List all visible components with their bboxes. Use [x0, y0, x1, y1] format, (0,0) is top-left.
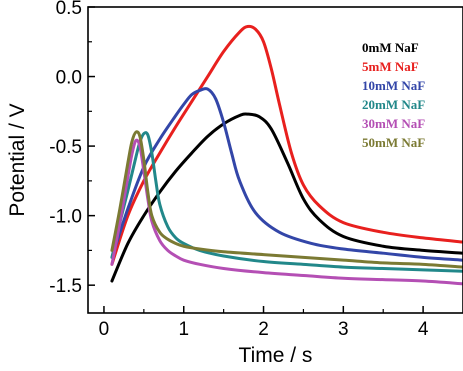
series-line-4	[110, 138, 463, 286]
y-tick-label: -1.0	[49, 207, 82, 228]
legend-entry: 30mM NaF	[362, 116, 425, 131]
x-tick-label: 0	[99, 319, 110, 340]
legend-entry: 5mM NaF	[362, 59, 419, 74]
legend-entry: 50mM NaF	[362, 135, 425, 150]
legend-entry: 0mM NaF	[362, 40, 419, 55]
y-tick-label: 0.5	[56, 0, 82, 19]
x-tick-label: 4	[418, 319, 429, 340]
legend-entry: 20mM NaF	[362, 97, 425, 112]
series-line-3	[110, 131, 463, 273]
series-line-1	[110, 24, 463, 266]
series-line-2	[110, 87, 463, 262]
y-tick-label: -0.5	[49, 137, 82, 158]
y-tick-label: -1.5	[49, 276, 82, 297]
ticks-layer: 0 1 2 3 4 0.5 0.0 -0.5 -1.0 -1.5	[49, 0, 429, 340]
series-line-0	[110, 112, 463, 283]
y-axis-label: Potential / V	[6, 103, 29, 216]
series-layer	[110, 24, 463, 286]
legend-entry: 10mM NaF	[362, 78, 425, 93]
plot-frame	[87, 6, 463, 314]
x-tick-label: 3	[338, 319, 349, 340]
x-axis-label: Time / s	[239, 344, 313, 367]
y-tick-label: 0.0	[56, 68, 82, 89]
x-tick-label: 1	[178, 319, 189, 340]
legend: 0mM NaF 5mM NaF 10mM NaF 20mM NaF 30mM NaF 50…	[362, 40, 425, 150]
series-line-5	[110, 130, 463, 269]
x-tick-label: 2	[258, 319, 269, 340]
